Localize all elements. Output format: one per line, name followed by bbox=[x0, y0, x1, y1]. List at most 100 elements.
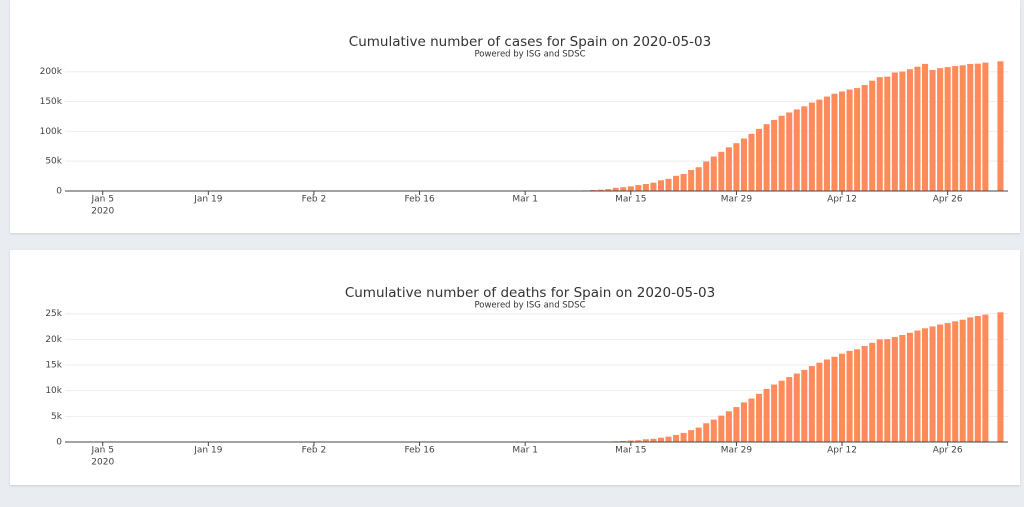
x-year-label: 2020 bbox=[91, 458, 114, 468]
x-tick-label: Feb 16 bbox=[404, 195, 435, 205]
x-tick-label: Jan 5 bbox=[90, 446, 113, 456]
y-tick-label: 0 bbox=[56, 438, 62, 448]
bar bbox=[816, 99, 823, 191]
bar bbox=[612, 187, 619, 191]
bar bbox=[906, 69, 913, 191]
bar bbox=[597, 189, 604, 191]
x-tick-label: Mar 15 bbox=[615, 195, 646, 205]
x-tick-label: Mar 15 bbox=[615, 446, 646, 456]
bar bbox=[801, 106, 808, 191]
bar bbox=[793, 373, 800, 442]
bar bbox=[906, 332, 913, 442]
x-tick-label: Jan 19 bbox=[193, 195, 222, 205]
bar bbox=[831, 356, 838, 442]
bar bbox=[673, 434, 680, 442]
bar bbox=[657, 180, 664, 191]
bar bbox=[771, 119, 778, 191]
bar bbox=[808, 366, 815, 442]
bar bbox=[748, 133, 755, 191]
x-tick-label: Feb 2 bbox=[302, 195, 327, 205]
bar bbox=[816, 362, 823, 442]
bar bbox=[823, 359, 830, 442]
bar bbox=[891, 72, 898, 191]
chart-title: Cumulative number of deaths for Spain on… bbox=[345, 285, 715, 301]
bar bbox=[725, 147, 732, 191]
y-tick-label: 5k bbox=[51, 412, 63, 422]
x-tick-label: Apr 12 bbox=[827, 446, 857, 456]
y-tick-label: 0 bbox=[56, 187, 62, 197]
bar bbox=[982, 62, 989, 191]
bar bbox=[952, 321, 959, 442]
bar bbox=[635, 185, 642, 191]
y-tick-label: 10k bbox=[45, 386, 62, 396]
bar bbox=[914, 330, 921, 442]
bar bbox=[929, 326, 936, 442]
bar bbox=[899, 334, 906, 442]
chart-title: Cumulative number of cases for Spain on … bbox=[349, 34, 711, 50]
bar bbox=[967, 317, 974, 442]
bar bbox=[839, 91, 846, 191]
bar bbox=[869, 342, 876, 442]
bar bbox=[884, 76, 891, 191]
bar bbox=[627, 186, 634, 191]
bar bbox=[718, 151, 725, 191]
chart-subtitle: Powered by ISG and SDSC bbox=[474, 50, 585, 60]
bar bbox=[703, 161, 710, 191]
bar bbox=[944, 67, 951, 191]
y-tick-label: 200k bbox=[40, 67, 63, 77]
x-tick-label: Mar 29 bbox=[721, 446, 753, 456]
x-tick-label: Apr 26 bbox=[933, 195, 963, 205]
bar bbox=[605, 189, 612, 191]
bar bbox=[756, 393, 763, 442]
y-tick-label: 20k bbox=[45, 335, 62, 345]
bar bbox=[725, 411, 732, 442]
bar bbox=[952, 66, 959, 191]
bar bbox=[861, 345, 868, 442]
bar bbox=[688, 170, 695, 191]
bar bbox=[733, 407, 740, 442]
x-tick-label: Mar 1 bbox=[512, 195, 538, 205]
x-tick-label: Feb 2 bbox=[302, 446, 327, 456]
bar bbox=[680, 432, 687, 442]
bar bbox=[854, 349, 861, 442]
bar bbox=[876, 77, 883, 191]
bar bbox=[967, 63, 974, 192]
bar bbox=[839, 353, 846, 442]
bar bbox=[710, 419, 717, 442]
bar bbox=[846, 89, 853, 191]
x-tick-label: Apr 26 bbox=[933, 446, 963, 456]
bar bbox=[718, 415, 725, 442]
bar bbox=[642, 439, 649, 442]
bar bbox=[778, 115, 785, 191]
bar bbox=[786, 377, 793, 442]
bar bbox=[778, 380, 785, 442]
bar bbox=[703, 423, 710, 442]
bar bbox=[695, 167, 702, 191]
bar bbox=[680, 173, 687, 191]
y-tick-label: 25k bbox=[45, 309, 62, 319]
x-tick-label: Apr 12 bbox=[827, 195, 857, 205]
bar bbox=[665, 436, 672, 442]
x-tick-label: Jan 5 bbox=[90, 195, 113, 205]
bar bbox=[650, 182, 657, 191]
bar bbox=[959, 319, 966, 442]
bar bbox=[657, 437, 664, 442]
bar bbox=[786, 112, 793, 191]
bar bbox=[914, 66, 921, 191]
bar bbox=[884, 339, 891, 442]
x-tick-label: Jan 19 bbox=[193, 446, 222, 456]
bar bbox=[650, 438, 657, 442]
bar bbox=[620, 187, 627, 191]
bar bbox=[869, 80, 876, 191]
bar bbox=[771, 384, 778, 442]
bar bbox=[590, 189, 597, 191]
y-tick-label: 50k bbox=[45, 157, 62, 167]
bar bbox=[763, 124, 770, 191]
bar bbox=[695, 427, 702, 442]
bar bbox=[673, 175, 680, 191]
bar bbox=[944, 322, 951, 442]
x-tick-label: Feb 16 bbox=[404, 446, 435, 456]
bar bbox=[997, 312, 1004, 442]
y-tick-label: 100k bbox=[40, 127, 63, 137]
